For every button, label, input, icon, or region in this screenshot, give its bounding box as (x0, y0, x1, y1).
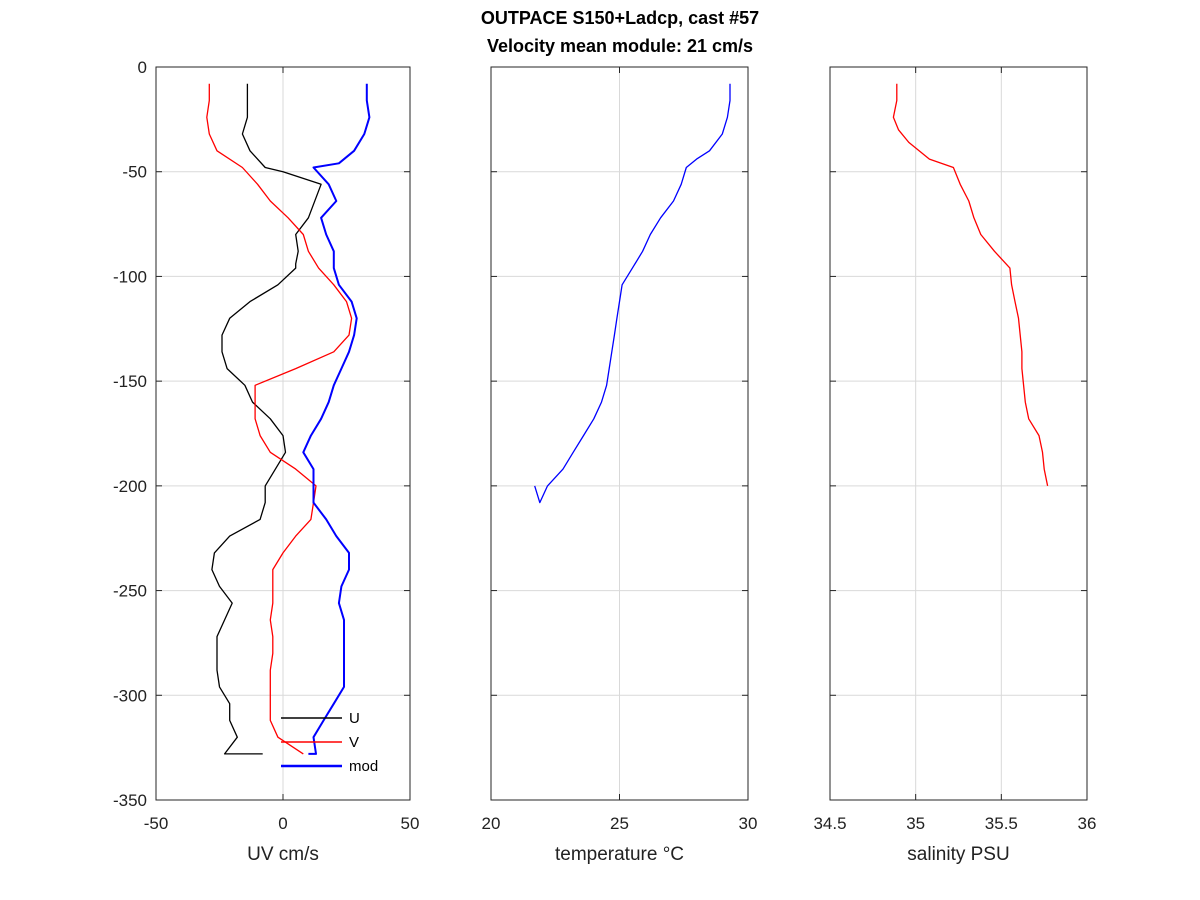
x-tick-label: 35 (906, 814, 925, 833)
y-tick-label: -100 (113, 267, 147, 286)
x-axis-label: salinity PSU (907, 844, 1009, 865)
series-line-V (206, 83, 353, 755)
y-tick-label: -200 (113, 477, 147, 496)
x-tick-label: 25 (610, 814, 629, 833)
x-tick-label: 0 (278, 814, 287, 833)
y-tick-label: -250 (113, 582, 147, 601)
series-line-salinity (892, 83, 1049, 487)
x-axis-label: UV cm/s (247, 844, 319, 865)
y-tick-label: 0 (138, 58, 147, 77)
legend-label-U: U (349, 710, 360, 727)
series-line-temperature (534, 83, 731, 504)
x-tick-label: 35.5 (985, 814, 1018, 833)
x-tick-label: 30 (739, 814, 758, 833)
x-tick-label: -50 (144, 814, 169, 833)
series-line-U (211, 83, 322, 755)
legend-label-mod: mod (349, 758, 378, 775)
y-tick-label: -300 (113, 686, 147, 705)
axes-box (829, 66, 1088, 801)
chart-panel-3: 34.5 35 35.5 36 salinity PSU (813, 66, 1097, 865)
x-tick-label: 36 (1078, 814, 1097, 833)
x-tick-label: 34.5 (813, 814, 846, 833)
axes-box (155, 66, 411, 801)
y-tick-label: -150 (113, 372, 147, 391)
chart-panels: -50 0 50 0 -50 -100 -150 -200 -250 -300 -350 UV cm/… (113, 58, 1096, 865)
chart-panel-1: -50 0 50 0 -50 -100 -150 -200 -250 -300 -350 UV cm/… (113, 58, 419, 865)
axes-box (490, 66, 749, 801)
x-tick-label: 20 (482, 814, 501, 833)
figure-title-line2: Velocity mean module: 21 cm/s (487, 36, 753, 56)
legend-label-V: V (349, 734, 359, 751)
x-tick-label: 50 (401, 814, 420, 833)
series-line-mod (302, 83, 371, 755)
y-tick-label: -50 (122, 163, 147, 182)
chart-panel-2: 20 25 30 temperature °C (482, 66, 758, 865)
y-tick-label: -350 (113, 791, 147, 810)
figure-title-line1: OUTPACE S150+Ladcp, cast #57 (481, 8, 759, 28)
x-axis-label: temperature °C (555, 844, 684, 865)
